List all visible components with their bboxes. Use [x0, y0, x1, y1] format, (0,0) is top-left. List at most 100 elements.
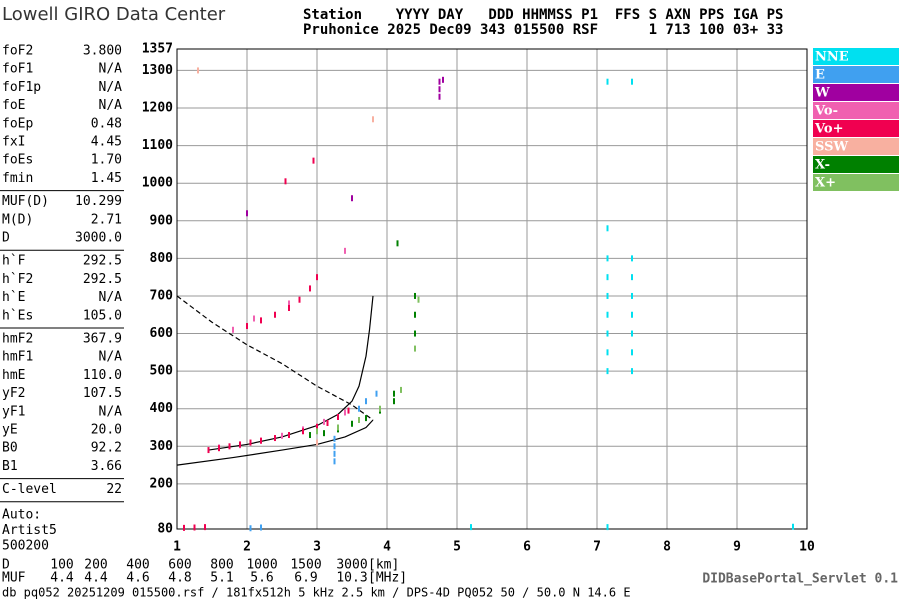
legend-swatch: [813, 102, 899, 119]
y-tick-label: 500: [150, 364, 174, 379]
y-tick-label: 200: [150, 476, 174, 491]
muf-value: 400: [126, 558, 149, 573]
echo-point: [333, 443, 336, 450]
param-value: N/A: [99, 404, 123, 419]
legend-swatch: [813, 138, 899, 155]
echo-point: [606, 349, 609, 356]
echo-point: [351, 195, 353, 202]
echo-point: [631, 368, 633, 375]
servlet: DIDBasePortal_Servlet 0.1: [702, 572, 898, 587]
echo-point: [470, 524, 472, 531]
param-name: hmF2: [2, 332, 33, 347]
echo-point: [393, 398, 395, 405]
echo-point: [312, 157, 315, 164]
muf-value: 4.8: [168, 571, 191, 586]
param-name: yE: [2, 423, 18, 438]
echo-point: [631, 274, 633, 281]
x-tick-label: 7: [593, 540, 601, 555]
echo-point: [631, 349, 633, 356]
echo-point: [606, 311, 609, 318]
param-value: 292.5: [83, 254, 122, 269]
legend-label: X-: [815, 158, 830, 173]
param-value: 92.2: [91, 441, 122, 456]
muf-value: 1000: [246, 558, 277, 573]
y-tick-label: 1300: [142, 63, 173, 78]
param-name: D: [2, 231, 10, 246]
echo-point: [358, 405, 360, 412]
x-tick-label: 4: [383, 540, 391, 555]
param-name: hmE: [2, 368, 25, 383]
echo-point: [400, 386, 402, 393]
echo-point: [288, 300, 290, 307]
legend-label: W: [814, 86, 830, 101]
param-value: 3000.0: [75, 231, 122, 246]
echo-point: [218, 445, 220, 452]
param-name: hmF1: [2, 350, 33, 365]
echo-point: [274, 311, 276, 318]
y-tick-label: 400: [150, 401, 174, 416]
legend-swatch: [813, 48, 899, 65]
echo-point: [323, 418, 325, 425]
muf-value: 600: [168, 558, 191, 573]
muf-value: 3000: [336, 558, 367, 573]
param-name: foF2: [2, 44, 33, 59]
echo-point: [414, 330, 416, 337]
echo-point: [232, 326, 234, 333]
y-tick-label: 1000: [142, 176, 173, 191]
echo-point: [396, 240, 399, 247]
echo-point: [228, 443, 231, 450]
echo-point: [333, 435, 336, 442]
y-tick-label: 1100: [142, 138, 173, 153]
param-name: fxI: [2, 135, 25, 150]
muf-value: 800: [210, 558, 233, 573]
param-name: M(D): [2, 212, 33, 227]
echo-point: [309, 432, 311, 439]
echo-point: [606, 78, 609, 85]
x-tick-label: 8: [663, 540, 671, 555]
echo-point: [792, 523, 794, 530]
muf-value: 6.9: [294, 571, 317, 586]
echo-point: [326, 420, 329, 427]
echo-point: [344, 247, 346, 254]
echo-point: [298, 296, 301, 303]
echo-point: [316, 423, 318, 430]
muf-value: 4.4: [84, 571, 108, 586]
muf-value: 4.6: [126, 571, 149, 586]
echo-point: [606, 524, 609, 531]
logo: Lowell GIRO Data Center: [2, 4, 226, 25]
echo-point: [606, 255, 609, 262]
muf-value: 100: [50, 558, 73, 573]
muf-label: MUF: [2, 571, 26, 586]
echo-point: [253, 315, 255, 322]
echo-point: [249, 439, 252, 446]
echo-point: [606, 330, 609, 337]
x-tick-label: 5: [453, 540, 461, 555]
echo-point: [414, 345, 416, 352]
echo-point: [260, 317, 262, 324]
param-value: N/A: [99, 80, 123, 95]
echo-point: [606, 368, 609, 375]
echo-point: [323, 430, 325, 437]
echo-point: [260, 524, 262, 531]
echo-point: [438, 93, 441, 100]
param-name: h`F: [2, 254, 26, 269]
param-name: foEs: [2, 153, 33, 168]
param-value: 107.5: [83, 386, 122, 401]
echo-point: [347, 407, 350, 414]
param-name: foF1: [2, 62, 33, 77]
echo-point: [246, 210, 248, 217]
param-value: 3.800: [83, 44, 122, 59]
param-name: yF2: [2, 386, 25, 401]
param-name: h`Es: [2, 308, 33, 323]
echo-point: [249, 525, 252, 532]
param-value: 0.48: [91, 116, 122, 131]
echo-point: [379, 405, 381, 412]
legend-label: X+: [815, 176, 836, 191]
muf-value: 5.1: [210, 571, 233, 586]
y-tick-label: 800: [150, 251, 174, 266]
echo-point: [183, 524, 185, 531]
param-name: foF1p: [2, 80, 41, 95]
echo-point: [372, 116, 374, 123]
auto-text: Artist5: [2, 523, 57, 538]
